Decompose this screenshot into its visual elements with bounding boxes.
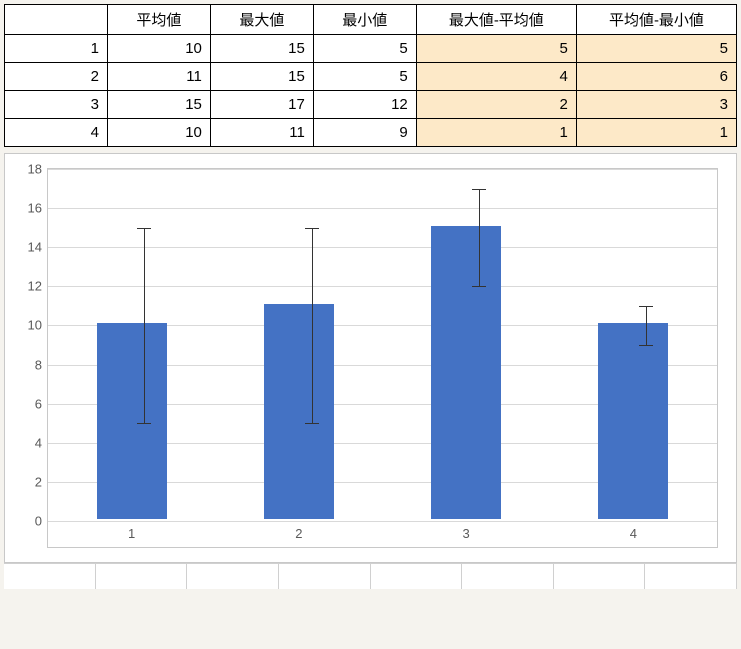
chart-error-bar xyxy=(144,228,145,424)
table-cell: 11 xyxy=(107,63,210,91)
chart-y-tick-label: 18 xyxy=(14,162,42,177)
chart-error-cap xyxy=(305,228,319,229)
table-cell: 1 xyxy=(576,119,736,147)
table-cell: 12 xyxy=(313,91,416,119)
table-cell: 3 xyxy=(5,91,108,119)
chart-container: 024681012141618 1234 xyxy=(4,153,737,563)
chart-gridline xyxy=(48,286,717,287)
chart-error-cap xyxy=(639,306,653,307)
chart-y-tick-label: 14 xyxy=(14,240,42,255)
table-cell: 5 xyxy=(576,35,736,63)
chart-plot: 024681012141618 xyxy=(48,169,717,519)
chart-y-tick-label: 16 xyxy=(14,201,42,216)
chart-error-cap xyxy=(472,189,486,190)
table-row: 21115546 xyxy=(5,63,737,91)
chart-error-bar xyxy=(312,228,313,424)
chart-error-bar xyxy=(646,306,647,345)
table-cell: 17 xyxy=(210,91,313,119)
chart-error-cap xyxy=(137,228,151,229)
chart-x-tick-label: 1 xyxy=(128,526,135,541)
table-cell: 1 xyxy=(5,35,108,63)
chart-x-tick-label: 4 xyxy=(630,526,637,541)
table-cell: 1 xyxy=(416,119,576,147)
table-cell: 5 xyxy=(313,63,416,91)
col-header-min: 最小値 xyxy=(313,5,416,35)
chart-y-tick-label: 2 xyxy=(14,474,42,489)
table-cell: 10 xyxy=(107,35,210,63)
table-cell: 9 xyxy=(313,119,416,147)
col-header-max-mean: 最大値-平均値 xyxy=(416,5,576,35)
table-cell: 4 xyxy=(416,63,576,91)
chart-x-tick-label: 3 xyxy=(463,526,470,541)
table-cell: 15 xyxy=(210,63,313,91)
table-row: 315171223 xyxy=(5,91,737,119)
table-row: 11015555 xyxy=(5,35,737,63)
table-cell: 15 xyxy=(210,35,313,63)
table-cell: 3 xyxy=(576,91,736,119)
chart-y-tick-label: 8 xyxy=(14,357,42,372)
chart-y-tick-label: 4 xyxy=(14,435,42,450)
chart-y-tick-label: 12 xyxy=(14,279,42,294)
table-cell: 2 xyxy=(416,91,576,119)
chart-bar xyxy=(431,226,501,519)
table-cell: 6 xyxy=(576,63,736,91)
chart-plot-area: 024681012141618 1 2 3 4 xyxy=(47,168,718,548)
chart-y-tick-label: 10 xyxy=(14,318,42,333)
table-header-row: 平均値 最大値 最小値 最大値-平均値 平均値-最小値 xyxy=(5,5,737,35)
data-table: 平均値 最大値 最小値 最大値-平均値 平均値-最小値 110155552111… xyxy=(4,4,737,147)
table-cell: 10 xyxy=(107,119,210,147)
chart-error-bar xyxy=(479,189,480,287)
chart-bar xyxy=(598,323,668,519)
table-cell: 15 xyxy=(107,91,210,119)
chart-y-tick-label: 6 xyxy=(14,396,42,411)
table-cell: 5 xyxy=(313,35,416,63)
col-header-mean-min: 平均値-最小値 xyxy=(576,5,736,35)
chart-x-tick-label: 2 xyxy=(295,526,302,541)
chart-error-cap xyxy=(472,286,486,287)
col-header-max: 最大値 xyxy=(210,5,313,35)
chart-error-cap xyxy=(137,423,151,424)
table-cell: 2 xyxy=(5,63,108,91)
table-cell: 11 xyxy=(210,119,313,147)
table-body: 110155552111554631517122341011911 xyxy=(5,35,737,147)
chart-gridline xyxy=(48,208,717,209)
table-row: 41011911 xyxy=(5,119,737,147)
chart-bar xyxy=(264,304,334,519)
col-header-index xyxy=(5,5,108,35)
table-cell: 4 xyxy=(5,119,108,147)
chart-bar xyxy=(97,323,167,519)
chart-gridline xyxy=(48,521,717,522)
chart-error-cap xyxy=(639,345,653,346)
spreadsheet-empty-row xyxy=(4,563,737,589)
col-header-mean: 平均値 xyxy=(107,5,210,35)
table-cell: 5 xyxy=(416,35,576,63)
chart-y-tick-label: 0 xyxy=(14,514,42,529)
chart-error-cap xyxy=(305,423,319,424)
chart-gridline xyxy=(48,247,717,248)
chart-gridline xyxy=(48,169,717,170)
